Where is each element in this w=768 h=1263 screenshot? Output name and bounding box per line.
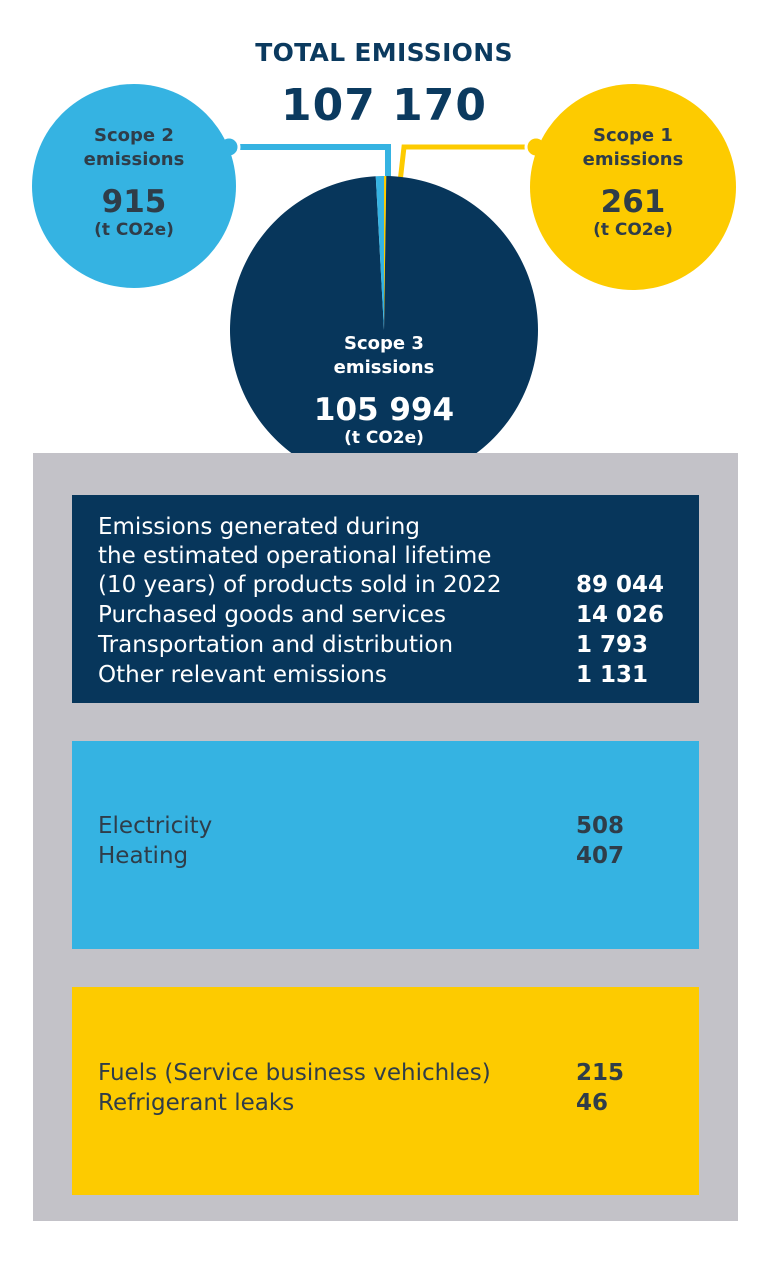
pie-slices xyxy=(229,176,538,484)
breakdown-value: 46 xyxy=(576,1090,609,1116)
scope3-label-line1: Scope 3 xyxy=(344,333,424,354)
breakdown-value: 1 131 xyxy=(576,662,649,688)
breakdown-value: 89 044 xyxy=(576,572,665,598)
pie-slice-scope3 xyxy=(229,176,538,484)
scope3-unit: (t CO2e) xyxy=(344,428,424,448)
breakdown-label: Transportation and distribution xyxy=(98,632,454,658)
scope1-label-line1: Scope 1 xyxy=(593,125,673,146)
scope1-unit: (t CO2e) xyxy=(593,220,673,240)
scope1-value: 261 xyxy=(600,184,666,220)
scope2-label-line2: emissions xyxy=(83,149,185,170)
scope2-bubble: Scope 2 emissions 915 (t CO2e) xyxy=(32,84,236,288)
breakdown-label: Heating xyxy=(98,843,189,869)
breakdown-label: Purchased goods and services xyxy=(98,602,446,628)
scope2-unit: (t CO2e) xyxy=(94,220,174,240)
scope2-value: 915 xyxy=(101,184,167,220)
scope2-label-line1: Scope 2 xyxy=(94,125,174,146)
breakdown-label: Refrigerant leaks xyxy=(98,1090,295,1116)
breakdown-value: 215 xyxy=(576,1060,625,1086)
pie-slice-scope2 xyxy=(375,176,384,330)
breakdown-label: Electricity xyxy=(98,813,213,839)
breakdown-value: 407 xyxy=(576,843,625,869)
scope1-breakdown-box: Fuels (Service business vehichles) 215 R… xyxy=(72,987,699,1195)
scope3-value: 105 994 xyxy=(313,392,455,428)
breakdown-label: Fuels (Service business vehichles) xyxy=(98,1060,491,1086)
total-emissions-value: 107 170 xyxy=(280,80,487,131)
chart-title: TOTAL EMISSIONS xyxy=(255,38,513,67)
scope2-breakdown-box: Electricity 508 Heating 407 xyxy=(72,741,699,949)
scope3-breakdown-box: Emissions generated during the estimated… xyxy=(72,495,699,703)
scope3-label: Scope 3 emissions 105 994 (t CO2e) xyxy=(228,332,540,448)
breakdown-label: Emissions generated during xyxy=(98,514,420,540)
breakdown-label: Other relevant emissions xyxy=(98,662,387,688)
breakdown-value: 508 xyxy=(576,813,625,839)
scope3-label-line2: emissions xyxy=(333,357,435,378)
breakdown-label: the estimated operational lifetime xyxy=(98,543,492,569)
scope1-bubble: Scope 1 emissions 261 (t CO2e) xyxy=(530,84,736,290)
breakdown-value: 14 026 xyxy=(576,602,665,628)
breakdown-label: (10 years) of products sold in 2022 xyxy=(98,572,502,598)
pie-slice-scope1 xyxy=(384,176,387,330)
breakdown-value: 1 793 xyxy=(576,632,649,658)
scope1-label-line2: emissions xyxy=(582,149,684,170)
